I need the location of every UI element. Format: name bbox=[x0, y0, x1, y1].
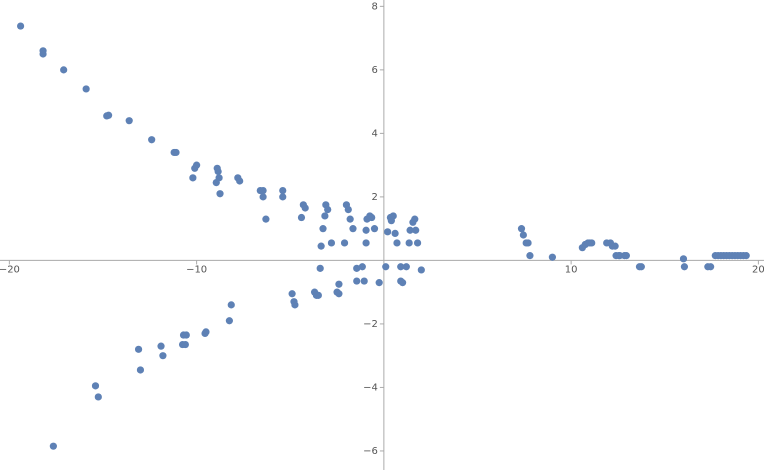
point bbox=[159, 352, 167, 360]
point bbox=[412, 226, 420, 234]
point bbox=[288, 290, 296, 298]
point bbox=[406, 226, 414, 234]
point bbox=[148, 136, 156, 144]
point bbox=[316, 264, 324, 272]
point bbox=[39, 50, 47, 58]
point bbox=[214, 167, 222, 176]
point bbox=[517, 225, 526, 233]
point bbox=[216, 190, 224, 198]
point bbox=[134, 345, 143, 353]
point bbox=[225, 317, 233, 325]
point bbox=[611, 242, 619, 250]
point bbox=[353, 264, 361, 272]
y-tick-label: 4 bbox=[371, 128, 377, 139]
point bbox=[344, 205, 352, 214]
point bbox=[327, 239, 336, 247]
y-tick-label: 6 bbox=[371, 65, 377, 76]
point bbox=[189, 174, 197, 182]
x-tick-label: 20 bbox=[752, 264, 764, 275]
point bbox=[358, 263, 366, 271]
point bbox=[259, 186, 267, 195]
point bbox=[397, 263, 405, 271]
point bbox=[680, 263, 689, 271]
point bbox=[524, 239, 532, 247]
point bbox=[182, 331, 190, 339]
point bbox=[236, 177, 244, 185]
point bbox=[413, 239, 422, 247]
point bbox=[335, 290, 343, 298]
point bbox=[417, 266, 425, 274]
point bbox=[314, 291, 322, 299]
point bbox=[215, 174, 223, 182]
point bbox=[402, 263, 410, 271]
point bbox=[391, 229, 399, 238]
point bbox=[368, 213, 376, 222]
x-tick-label: −20 bbox=[0, 264, 20, 275]
y-tick-label: 8 bbox=[371, 1, 377, 12]
point bbox=[259, 193, 267, 201]
point bbox=[370, 225, 379, 233]
point bbox=[349, 225, 357, 233]
point bbox=[105, 111, 113, 119]
point bbox=[335, 280, 343, 288]
point bbox=[82, 85, 90, 93]
point bbox=[384, 228, 392, 236]
point bbox=[290, 298, 298, 306]
point bbox=[398, 279, 407, 287]
point bbox=[321, 212, 329, 220]
y-tick-label: −6 bbox=[363, 446, 378, 457]
point bbox=[193, 161, 201, 169]
point bbox=[172, 148, 180, 157]
point bbox=[181, 340, 189, 349]
point bbox=[91, 382, 100, 390]
point bbox=[262, 215, 270, 223]
point bbox=[519, 231, 527, 239]
x-tick-label: −10 bbox=[186, 264, 207, 275]
point bbox=[136, 366, 145, 374]
point bbox=[319, 225, 327, 233]
point bbox=[360, 277, 368, 285]
point bbox=[346, 215, 354, 223]
point bbox=[411, 215, 419, 223]
point bbox=[707, 263, 715, 271]
point bbox=[317, 242, 325, 250]
point bbox=[393, 239, 401, 247]
x-tick-label: 10 bbox=[565, 264, 578, 275]
point bbox=[526, 252, 534, 260]
point bbox=[301, 204, 309, 212]
point bbox=[362, 239, 370, 247]
point bbox=[382, 263, 390, 271]
point bbox=[201, 329, 209, 338]
point bbox=[742, 252, 750, 260]
point bbox=[362, 226, 370, 234]
point bbox=[405, 239, 413, 247]
point bbox=[297, 213, 306, 222]
point bbox=[679, 255, 688, 263]
point bbox=[279, 186, 287, 195]
point bbox=[324, 205, 332, 214]
point bbox=[49, 442, 57, 450]
y-tick-label: 2 bbox=[371, 192, 377, 203]
point bbox=[389, 212, 397, 220]
point bbox=[157, 342, 165, 350]
point bbox=[622, 252, 630, 260]
point bbox=[340, 239, 349, 247]
point bbox=[60, 66, 68, 74]
y-tick-label: −4 bbox=[363, 382, 378, 393]
point bbox=[353, 277, 361, 285]
point bbox=[279, 193, 287, 201]
point bbox=[588, 239, 596, 247]
point bbox=[227, 301, 235, 309]
y-tick-label: −2 bbox=[363, 319, 378, 330]
point bbox=[125, 117, 133, 125]
point bbox=[548, 253, 557, 261]
point bbox=[16, 22, 25, 30]
point bbox=[637, 263, 645, 271]
point bbox=[94, 393, 102, 401]
point bbox=[375, 279, 383, 287]
